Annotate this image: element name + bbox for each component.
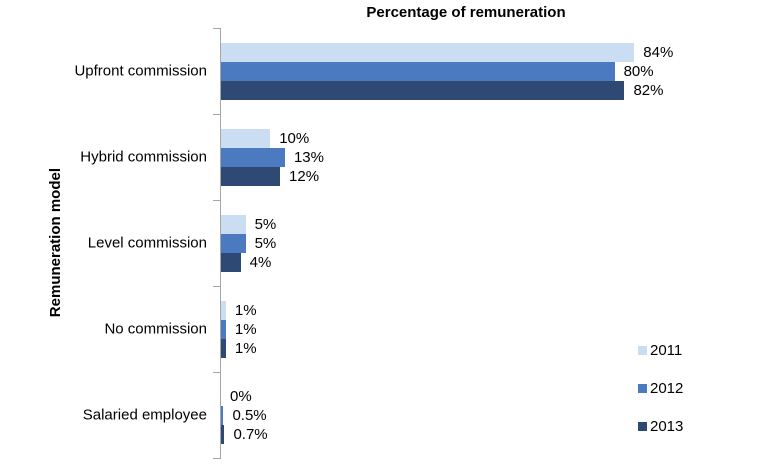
bar-2013: [221, 167, 281, 186]
bar-value-label: 0.5%: [232, 407, 267, 424]
bar-2013: [221, 253, 241, 272]
legend-item-2011: 2011: [638, 342, 683, 359]
category-label: Hybrid commission: [80, 148, 207, 166]
bar-value-label: 13%: [293, 149, 324, 166]
legend-label-2011: 2011: [650, 342, 683, 359]
bar-2012: [221, 406, 224, 425]
legend-swatch-2013-icon: [638, 422, 647, 431]
bar-value-label: 82%: [633, 82, 664, 99]
category-label: Upfront commission: [74, 62, 207, 80]
category-label: No commission: [104, 320, 207, 338]
bar-2012: [221, 148, 285, 167]
bar-value-label: 1%: [234, 302, 257, 319]
bar-2013: [221, 81, 625, 100]
axis-tick: [213, 28, 221, 29]
legend-swatch-2012-icon: [638, 384, 647, 393]
bar-2011: [221, 43, 635, 62]
category-label: Level commission: [87, 234, 207, 252]
bar-value-label: 1%: [234, 340, 257, 357]
legend-label-2013: 2013: [650, 418, 684, 435]
category-label: Salaried employee: [82, 406, 207, 424]
bar-2011: [221, 129, 271, 148]
bar-value-label: 0.7%: [233, 426, 268, 443]
bar-value-label: 10%: [279, 130, 310, 147]
plot-area: 84% 80% 82% 10% 13% 12% 5% 5% 4% 1% 1% 1% 0% 0.5% 0.7%: [213, 28, 713, 459]
axis-tick: [213, 458, 221, 459]
bar-value-label: 12%: [289, 168, 320, 185]
bar-value-label: 80%: [623, 63, 654, 80]
bar-2012: [221, 234, 246, 253]
legend-swatch-2011-icon: [638, 346, 647, 355]
axis-tick: [213, 200, 221, 201]
bar-value-label: 5%: [254, 216, 277, 233]
bar-value-label: 84%: [643, 44, 674, 61]
axis-tick: [213, 286, 221, 287]
bar-2013: [221, 425, 225, 444]
bar-2011: [221, 301, 226, 320]
legend-item-2012: 2012: [638, 380, 684, 397]
axis-tick: [213, 372, 221, 373]
bar-value-label: 4%: [249, 254, 272, 271]
bar-2012: [221, 62, 615, 81]
legend: 2011 2012 2013: [638, 342, 748, 438]
axis-tick: [213, 114, 221, 115]
bar-value-label: 1%: [234, 321, 257, 338]
bar-2013: [221, 339, 226, 358]
bar-2012: [221, 320, 226, 339]
chart-title: Percentage of remuneration: [366, 4, 566, 21]
bar-value-label: 0%: [230, 388, 252, 405]
bar-2011: [221, 215, 246, 234]
legend-label-2012: 2012: [650, 380, 684, 397]
bar-value-label: 5%: [254, 235, 277, 252]
legend-item-2013: 2013: [638, 418, 684, 435]
